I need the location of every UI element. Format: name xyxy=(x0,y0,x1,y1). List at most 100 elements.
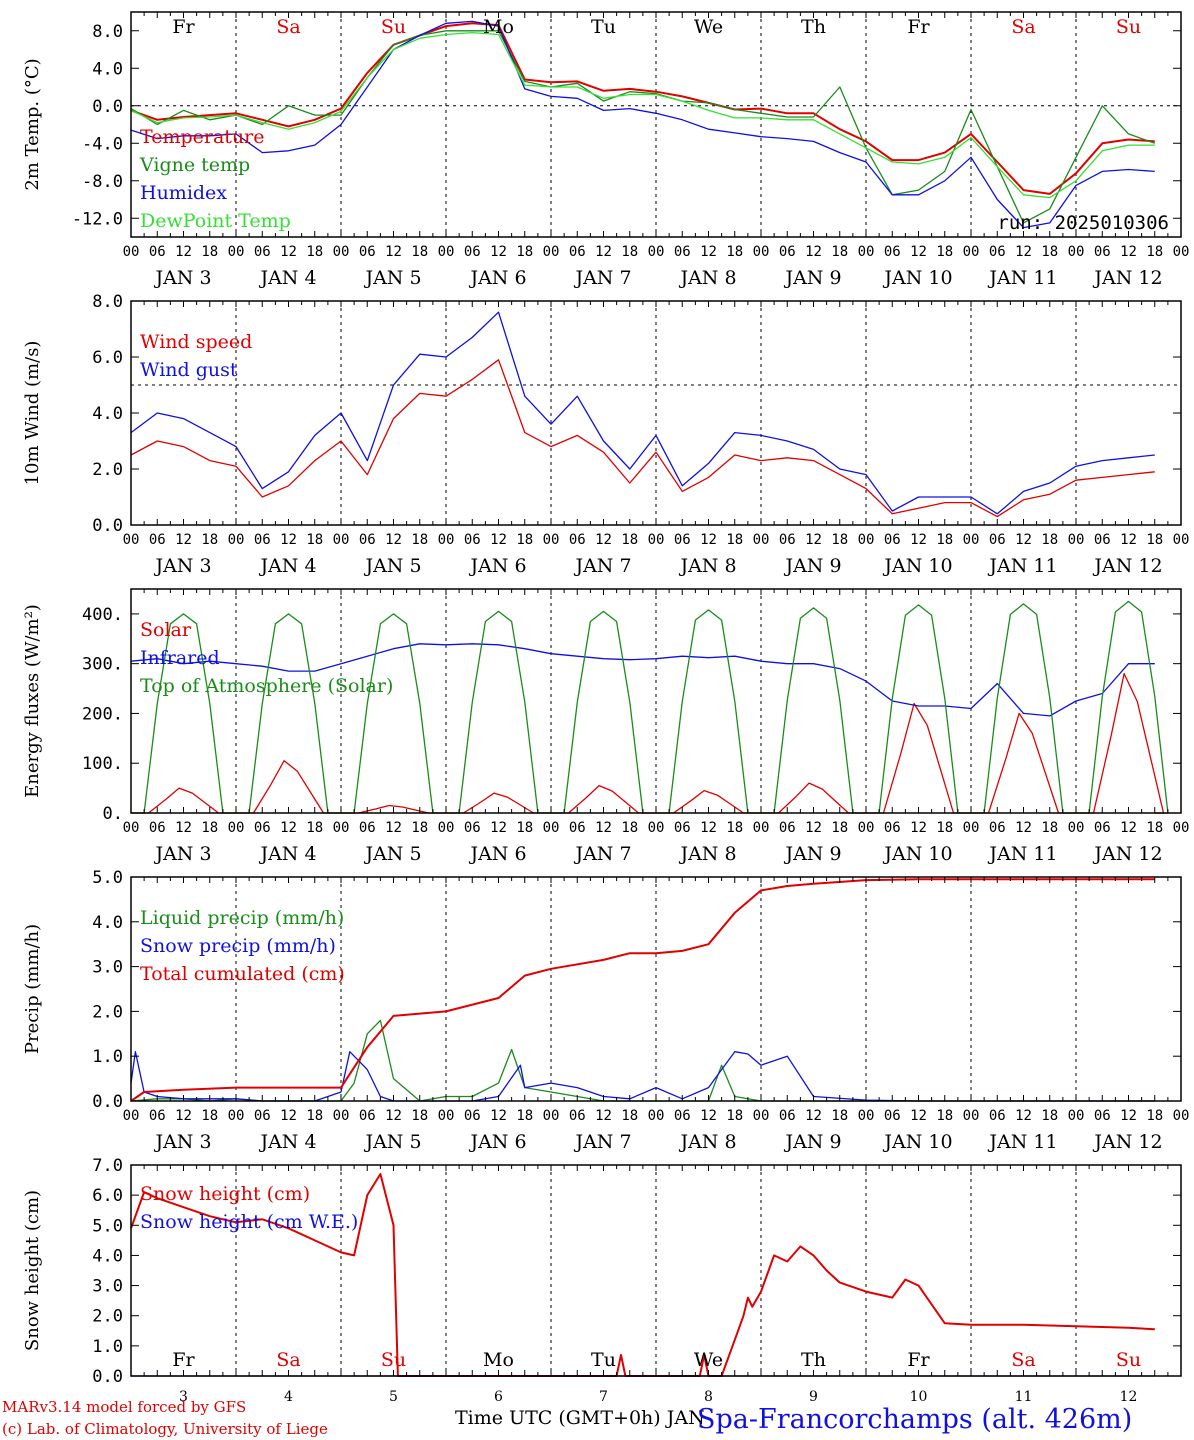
series-line-top-of-atmosphere-solar xyxy=(131,600,1169,814)
hour-label: 06 xyxy=(674,244,691,260)
hour-label: 18 xyxy=(516,1108,533,1124)
date-label: JAN 10 xyxy=(882,1131,952,1153)
day-name: Sa xyxy=(1011,1349,1035,1371)
date-label: JAN 4 xyxy=(258,843,316,865)
y-tick-label: 400. xyxy=(82,605,123,625)
date-label: JAN 11 xyxy=(987,555,1057,577)
series-line-humidex xyxy=(130,20,1155,229)
day-name: Th xyxy=(801,1349,826,1371)
day-name: Fr xyxy=(907,1349,930,1371)
hour-label: 06 xyxy=(254,820,271,836)
y-axis-label: Precip (mm/h) xyxy=(22,924,43,1054)
y-tick-label: 0. xyxy=(103,804,123,824)
day-name: Sa xyxy=(276,1349,300,1371)
day-name: We xyxy=(694,1349,723,1371)
date-label: JAN 6 xyxy=(468,267,526,289)
legend-entry: Liquid precip (mm/h) xyxy=(140,907,344,929)
hour-label: 00 xyxy=(123,244,140,260)
series-line-wind-gust xyxy=(130,311,1155,515)
y-tick-label: -12.0 xyxy=(72,209,123,229)
y-tick-label: 3.0 xyxy=(92,1277,123,1297)
hour-label: 12 xyxy=(1015,1108,1032,1124)
date-label: JAN 7 xyxy=(573,267,631,289)
hour-label: 18 xyxy=(831,244,848,260)
panel-4: 0.0 1.0 2.0 3.0 4.0 5.0 Precip (mm/h) Liquid pr… xyxy=(22,868,1189,1153)
hour-label: 18 xyxy=(306,532,323,548)
hour-label: 12 xyxy=(805,244,822,260)
date-label: 12 xyxy=(1120,1389,1138,1405)
hour-label: 00 xyxy=(858,244,875,260)
y-tick-label: 100. xyxy=(82,754,123,774)
panel-5: 0.0 1.0 2.0 3.0 4.0 5.0 6.0 7.0 Snow height (cm)… xyxy=(22,1156,1182,1405)
hour-label: 18 xyxy=(411,820,428,836)
y-tick-label: 7.0 xyxy=(92,1156,123,1176)
hour-label: 18 xyxy=(306,1108,323,1124)
series-line-vigne-temp xyxy=(130,30,1156,224)
hour-label: 00 xyxy=(543,1108,560,1124)
y-tick-label: 5.0 xyxy=(92,868,123,888)
date-label: JAN 5 xyxy=(363,1131,421,1153)
hour-label: 18 xyxy=(1146,244,1163,260)
hour-label: 12 xyxy=(280,532,297,548)
date-label: JAN 5 xyxy=(363,267,421,289)
hour-label: 06 xyxy=(989,1108,1006,1124)
legend-entry: Snow precip (mm/h) xyxy=(140,935,336,957)
hour-label: 00 xyxy=(228,244,245,260)
hour-label: 12 xyxy=(805,1108,822,1124)
hour-label: 12 xyxy=(490,532,507,548)
hour-label: 00 xyxy=(228,532,245,548)
hour-label: 00 xyxy=(228,820,245,836)
hour-label: 18 xyxy=(201,820,218,836)
date-label: JAN 6 xyxy=(468,843,526,865)
day-name: Sa xyxy=(1011,16,1035,38)
day-name: Mo xyxy=(483,16,514,38)
y-axis-label: Energy fluxes (W/m²) xyxy=(22,604,43,798)
hour-label: 00 xyxy=(1068,532,1085,548)
hour-label: 12 xyxy=(490,820,507,836)
hour-label: 00 xyxy=(438,1108,455,1124)
y-tick-label: -4.0 xyxy=(82,134,123,154)
y-tick-label: 0.0 xyxy=(92,1092,123,1112)
hour-label: 12 xyxy=(1015,820,1032,836)
hour-label: 06 xyxy=(254,244,271,260)
date-label: JAN 12 xyxy=(1092,555,1162,577)
y-tick-label: 5.0 xyxy=(92,1216,123,1236)
date-label: 3 xyxy=(179,1389,188,1405)
date-label: JAN 4 xyxy=(258,267,316,289)
day-name: Tu xyxy=(591,16,616,38)
hour-label: 00 xyxy=(333,532,350,548)
hour-label: 06 xyxy=(359,244,376,260)
date-label: JAN 12 xyxy=(1092,843,1162,865)
date-label: JAN 3 xyxy=(153,843,211,865)
y-tick-label: 2.0 xyxy=(92,460,123,480)
y-axis-label: 2m Temp. (°C) xyxy=(22,58,43,190)
hour-label: 06 xyxy=(254,532,271,548)
hour-label: 18 xyxy=(411,532,428,548)
hour-label: 00 xyxy=(123,532,140,548)
hour-label: 18 xyxy=(1041,1108,1058,1124)
y-tick-label: 1.0 xyxy=(92,1337,123,1357)
hour-label: 12 xyxy=(700,244,717,260)
hour-label: 12 xyxy=(1120,820,1137,836)
hour-label: 00 xyxy=(963,820,980,836)
day-name: Tu xyxy=(591,1349,616,1371)
panel-3: 0. 100. 200. 300. 400. Energy fluxes (W/m²) So… xyxy=(22,588,1189,865)
hour-label: 06 xyxy=(884,244,901,260)
hour-label: 00 xyxy=(648,244,665,260)
legend-entry: Vigne temp xyxy=(139,154,250,176)
date-label: JAN 8 xyxy=(678,843,736,865)
hour-label: 12 xyxy=(490,1108,507,1124)
hour-label: 00 xyxy=(963,532,980,548)
hour-label: 18 xyxy=(726,1108,743,1124)
hour-label: 12 xyxy=(910,244,927,260)
hour-label: 00 xyxy=(1173,532,1190,548)
hour-label: 06 xyxy=(779,1108,796,1124)
y-tick-label: 300. xyxy=(82,655,123,675)
date-label: JAN 11 xyxy=(987,1131,1057,1153)
hour-label: 12 xyxy=(280,820,297,836)
hour-label: 18 xyxy=(621,244,638,260)
date-label: 5 xyxy=(389,1389,398,1405)
date-label: 4 xyxy=(284,1389,293,1405)
y-axis-label: 10m Wind (m/s) xyxy=(22,341,43,486)
day-name: Su xyxy=(381,1349,406,1371)
